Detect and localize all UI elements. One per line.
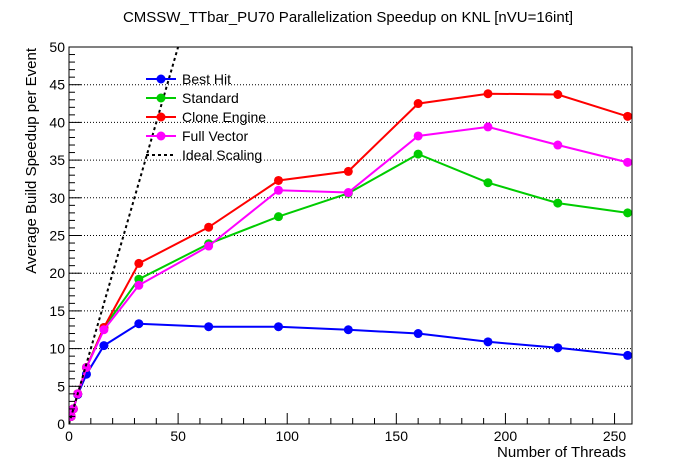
legend-entry-standard: Standard <box>146 90 239 106</box>
legend-label: Clone Engine <box>182 109 266 125</box>
legend-entry-full-vector: Full Vector <box>146 128 248 144</box>
data-point-best-hit <box>204 322 214 332</box>
data-point-clone-engine <box>273 175 283 185</box>
data-point-clone-engine <box>483 89 493 99</box>
data-point-clone-engine <box>204 222 214 232</box>
data-point-full-vector <box>483 122 493 132</box>
data-point-clone-engine <box>134 258 144 268</box>
y-tick-label: 20 <box>49 265 65 281</box>
y-tick-label: 50 <box>49 39 65 55</box>
data-point-clone-engine <box>413 99 423 109</box>
legend: Best Hit Standard Clone Engine Full Vector I… <box>146 71 266 163</box>
data-point-full-vector <box>553 140 563 150</box>
x-tick-label: 50 <box>170 428 186 444</box>
data-point-best-hit <box>483 337 493 347</box>
x-axis-label: Number of Threads <box>497 444 626 461</box>
y-tick-label: 45 <box>49 77 65 93</box>
legend-label: Full Vector <box>182 128 248 144</box>
data-point-standard <box>623 208 632 218</box>
y-tick-label: 10 <box>49 341 65 357</box>
legend-label: Best Hit <box>182 71 231 87</box>
legend-marker <box>156 131 166 141</box>
y-tick-label: 35 <box>49 152 65 168</box>
x-tick-label: 100 <box>276 428 300 444</box>
data-point-full-vector <box>623 157 632 167</box>
axes: 0 5 10 15 20 25 30 35 40 45 50 0 50 100 150 200 250 <box>49 39 626 444</box>
data-point-full-vector <box>343 188 353 198</box>
data-point-best-hit <box>99 341 109 351</box>
data-point-full-vector <box>99 325 109 335</box>
series-line-best-hit <box>70 322 628 417</box>
y-axis-label: Average Build Speedup per Event <box>23 47 40 274</box>
y-tick-label: 5 <box>57 378 65 394</box>
legend-marker <box>156 93 166 103</box>
legend-marker <box>156 112 166 122</box>
y-tick-label: 40 <box>49 114 65 130</box>
data-point-clone-engine <box>343 166 353 176</box>
data-point-full-vector <box>273 185 283 195</box>
legend-entry-ideal-scaling: Ideal Scaling <box>146 147 262 163</box>
grid <box>69 84 632 387</box>
legend-label: Ideal Scaling <box>182 147 262 163</box>
data-point-best-hit <box>553 343 563 353</box>
data-point-full-vector <box>204 241 214 251</box>
x-tick-label: 200 <box>494 428 518 444</box>
data-point-standard <box>413 149 423 159</box>
y-tick-label: 15 <box>49 303 65 319</box>
data-point-best-hit <box>343 325 353 335</box>
series-layer <box>69 47 632 424</box>
x-tick-label: 250 <box>603 428 627 444</box>
data-point-full-vector <box>413 131 423 141</box>
data-point-standard <box>483 178 493 188</box>
data-point-full-vector <box>134 280 144 290</box>
data-point-clone-engine <box>623 111 632 121</box>
data-point-best-hit <box>273 322 283 332</box>
legend-entry-best-hit: Best Hit <box>146 71 231 87</box>
x-tick-label: 0 <box>65 428 73 444</box>
data-point-best-hit <box>413 329 423 339</box>
x-tick-label: 150 <box>385 428 409 444</box>
data-point-clone-engine <box>553 90 563 100</box>
legend-label: Standard <box>182 90 239 106</box>
legend-marker <box>156 74 166 84</box>
data-point-standard <box>273 212 283 222</box>
y-tick-label: 25 <box>49 228 65 244</box>
chart-title: CMSSW_TTbar_PU70 Parallelization Speedup… <box>123 9 573 26</box>
data-point-best-hit <box>623 350 632 360</box>
data-point-best-hit <box>134 319 144 329</box>
y-tick-label: 0 <box>57 416 65 432</box>
legend-entry-clone-engine: Clone Engine <box>146 109 266 125</box>
y-tick-label: 30 <box>49 190 65 206</box>
data-point-standard <box>553 198 563 208</box>
